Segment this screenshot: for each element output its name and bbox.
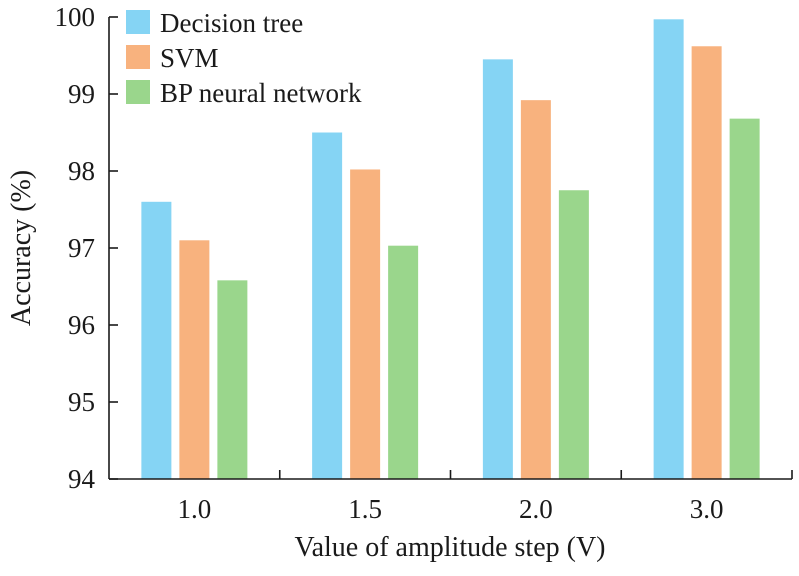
- bar-bp-neural-network-3.0: [729, 118, 760, 479]
- y-tick-label: 98: [68, 156, 95, 186]
- y-tick-label: 94: [68, 464, 96, 494]
- bar-svm-3.0: [691, 46, 722, 479]
- y-tick-label: 99: [68, 79, 95, 109]
- bar-decision-tree-1.0: [141, 201, 172, 480]
- legend-swatch-decision-tree: [126, 10, 150, 34]
- x-tick-label: 2.0: [519, 494, 553, 524]
- bar-bp-neural-network-1.0: [217, 280, 248, 479]
- y-tick-label: 95: [68, 387, 95, 417]
- x-tick-label: 1.5: [348, 494, 382, 524]
- bar-decision-tree-1.5: [312, 132, 343, 479]
- legend-label: Decision tree: [160, 8, 303, 38]
- x-axis-title: Value of amplitude step (V): [294, 532, 605, 563]
- legend-label: SVM: [160, 43, 219, 73]
- y-axis-title: Accuracy (%): [6, 170, 37, 326]
- bars-layer: [141, 19, 760, 480]
- y-tick-label: 100: [55, 2, 96, 32]
- y-ticks: 94 95 96 97 98 99 100: [55, 2, 118, 494]
- bar-svm-1.0: [179, 240, 210, 479]
- bar-svm-2.0: [520, 100, 551, 479]
- bar-decision-tree-3.0: [653, 19, 684, 480]
- x-tick-label: 1.0: [178, 494, 212, 524]
- y-tick-label: 96: [68, 310, 95, 340]
- bar-decision-tree-2.0: [482, 59, 513, 479]
- legend: Decision tree SVM BP neural network: [126, 8, 362, 108]
- legend-swatch-svm: [126, 45, 150, 69]
- legend-label: BP neural network: [160, 78, 362, 108]
- x-ticks: 1.0 1.5 2.0 3.0: [178, 470, 793, 524]
- legend-swatch-bp-neural-network: [126, 80, 150, 104]
- bar-bp-neural-network-2.0: [558, 190, 589, 479]
- bar-svm-1.5: [350, 169, 381, 479]
- y-tick-label: 97: [68, 233, 95, 263]
- x-tick-label: 3.0: [690, 494, 724, 524]
- bar-bp-neural-network-1.5: [388, 245, 419, 479]
